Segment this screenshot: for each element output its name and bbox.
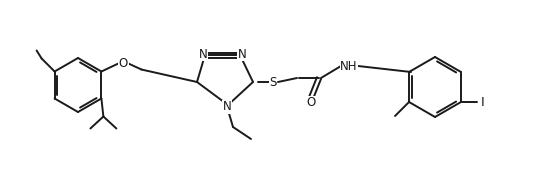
Text: N: N [199, 48, 207, 60]
Text: O: O [306, 97, 315, 109]
Text: O: O [119, 57, 128, 70]
Text: N: N [238, 48, 246, 60]
Text: I: I [481, 96, 485, 108]
Text: S: S [269, 75, 276, 89]
Text: N: N [222, 101, 231, 113]
Text: NH: NH [340, 59, 357, 73]
